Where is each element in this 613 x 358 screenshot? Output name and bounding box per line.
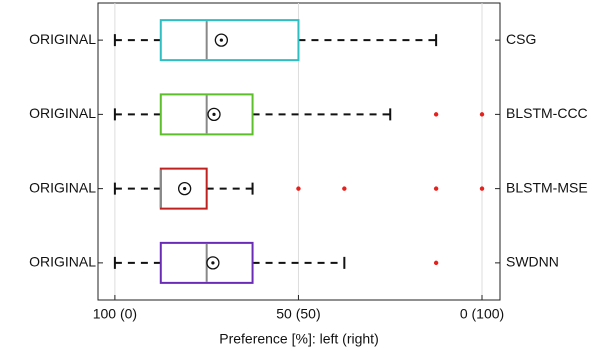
mean-dot — [183, 187, 187, 191]
category-label: SWDNN — [506, 254, 559, 270]
mean-marker — [214, 33, 229, 47]
left-label: ORIGINAL — [29, 254, 96, 270]
category-label: BLSTM-MSE — [506, 179, 588, 195]
outlier — [479, 112, 485, 117]
outlier — [433, 112, 439, 117]
left-label: ORIGINAL — [29, 31, 96, 47]
x-tick-label: 100 (0) — [93, 306, 137, 322]
x-tick-label: 0 (100) — [460, 306, 504, 322]
outlier — [433, 260, 439, 266]
left-label: ORIGINAL — [29, 179, 96, 195]
plot-frame — [97, 2, 501, 301]
x-axis-label: Preference [%]: left (right) — [219, 331, 379, 347]
category-label: BLSTM-CCC — [506, 105, 588, 121]
outlier — [342, 186, 347, 191]
outlier — [479, 186, 485, 191]
outlier — [433, 186, 439, 191]
mean-marker — [206, 256, 220, 270]
mean-marker — [177, 181, 192, 196]
box — [159, 19, 300, 62]
x-tick-label: 50 (50) — [276, 306, 320, 322]
mean-dot — [212, 112, 216, 116]
left-label: ORIGINAL — [29, 105, 96, 121]
outlier — [296, 186, 301, 191]
mean-dot — [211, 261, 215, 265]
category-label: CSG — [506, 31, 536, 47]
mean-dot — [219, 38, 223, 42]
mean-marker — [207, 107, 221, 122]
